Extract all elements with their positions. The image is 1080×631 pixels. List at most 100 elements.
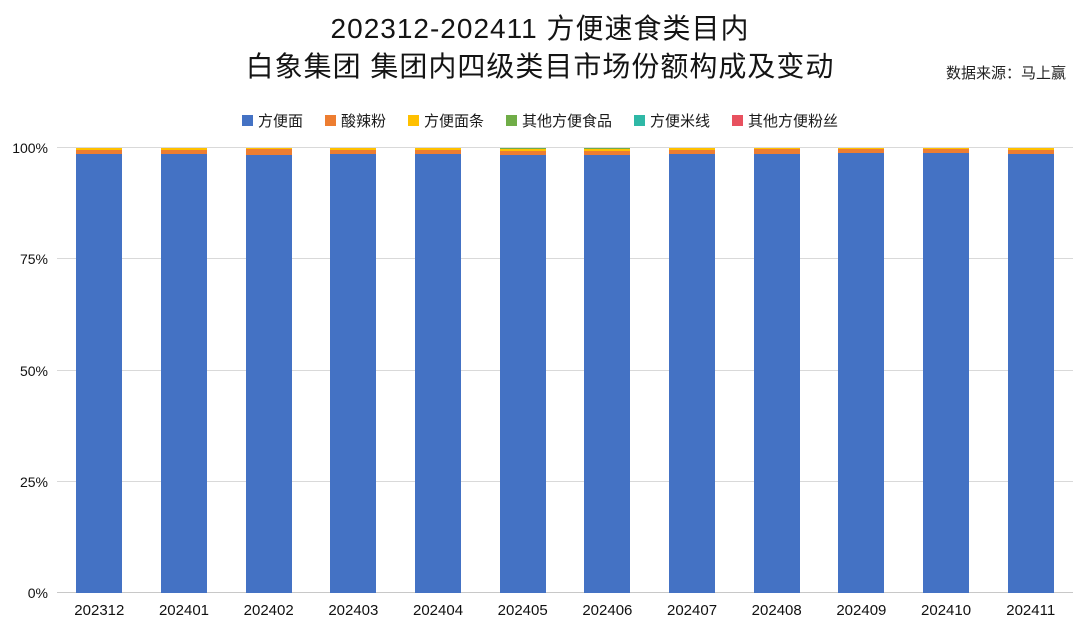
x-label-202410: 202410 (921, 602, 972, 619)
bar-segment-202406-方便面 (584, 155, 631, 593)
legend-item-2: 方便面条 (407, 110, 484, 131)
bar-slot-202407 (650, 148, 735, 593)
data-source-note: 数据来源：马上赢 (945, 65, 1066, 82)
gridline-0 (57, 592, 1073, 593)
bar-segment-202408-方便面 (753, 153, 800, 593)
bar-slot-202409 (819, 148, 904, 593)
bar-slot-202312 (57, 148, 142, 593)
bar-202410 (923, 148, 970, 593)
x-label-202406: 202406 (582, 602, 633, 619)
bar-segment-202406-酸辣粉 (584, 151, 631, 156)
y-tick-75: 75% (19, 251, 48, 268)
bar-slot-202410 (904, 148, 989, 593)
bar-segment-202312-方便面条 (76, 148, 123, 150)
bar-segment-202411-酸辣粉 (1007, 149, 1054, 154)
bar-slot-202402 (226, 148, 311, 593)
legend-swatch-icon (634, 115, 646, 126)
bar-segment-202409-方便面 (838, 153, 885, 593)
bar-segment-202312-酸辣粉 (76, 149, 123, 154)
bar-segment-202408-方便面条 (753, 148, 800, 150)
x-label-202407: 202407 (667, 602, 718, 619)
bars-container (57, 148, 1073, 593)
bar-segment-202402-方便面条 (245, 148, 292, 150)
legend-swatch-icon (506, 115, 517, 126)
legend-label: 酸辣粉 (340, 113, 386, 130)
bar-202404 (415, 148, 462, 593)
bar-segment-202405-其他方便食品 (499, 148, 546, 149)
legend-swatch-icon (241, 115, 253, 126)
bar-segment-202410-酸辣粉 (923, 149, 970, 153)
y-tick-50: 50% (19, 362, 48, 379)
bar-segment-202409-酸辣粉 (838, 149, 885, 154)
chart-title-line1: 202312-202411 方便速食类目内 (330, 13, 750, 44)
bar-202406 (584, 148, 631, 593)
bar-segment-202406-其他方便食品 (584, 148, 631, 150)
bar-segment-202410-方便面条 (923, 148, 970, 150)
bar-segment-202402-酸辣粉 (245, 149, 292, 155)
legend-label: 其他方便粉丝 (748, 113, 839, 130)
bar-202409 (838, 148, 885, 593)
chart-title-line2: 白象集团 集团内四级类目市场份额构成及变动 (245, 51, 835, 82)
bar-segment-202312-方便面 (76, 153, 123, 593)
gridline-75 (57, 258, 1073, 260)
bar-segment-202411-方便面 (1007, 153, 1054, 593)
bar-202403 (330, 148, 377, 593)
legend-swatch-icon (407, 115, 419, 126)
bar-segment-202403-酸辣粉 (330, 149, 377, 155)
bar-202401 (161, 148, 207, 593)
bar-slot-202405 (480, 148, 565, 593)
bar-segment-202407-方便面 (669, 153, 716, 593)
x-label-202404: 202404 (412, 602, 464, 619)
bar-slot-202404 (396, 148, 481, 593)
bar-slot-202401 (142, 148, 227, 593)
bar-segment-202403-方便面条 (330, 148, 377, 150)
legend-item-4: 方便米线 (634, 110, 710, 131)
bar-segment-202411-方便面条 (1007, 148, 1054, 150)
gridline-50 (57, 369, 1073, 371)
y-tick-0: 0% (27, 585, 48, 601)
bar-segment-202409-方便面条 (838, 148, 885, 150)
x-label-202312: 202312 (74, 602, 125, 619)
x-label-202411: 202411 (1006, 602, 1056, 619)
legend-label: 其他方便食品 (522, 113, 613, 130)
x-axis-labels: 202312 202401 202402 202403 202404 202405 2024… (57, 602, 1073, 619)
bar-segment-202404-方便面条 (415, 148, 462, 150)
legend-item-0: 方便面 (241, 110, 303, 131)
bar-slot-202403 (311, 148, 396, 593)
bar-segment-202403-方便面 (330, 154, 377, 593)
bar-202405 (499, 148, 546, 593)
chart-title: 202312-202411 方便速食类目内 白象集团 集团内四级类目市场份额构成… (0, 10, 1080, 86)
x-label-202408: 202408 (751, 602, 802, 619)
legend-item-1: 酸辣粉 (324, 110, 386, 131)
bar-slot-202411 (988, 148, 1073, 593)
legend-swatch-icon (732, 115, 744, 126)
bar-segment-202401-方便面 (161, 153, 207, 593)
bar-segment-202402-方便面 (245, 154, 292, 593)
bar-segment-202407-方便面条 (669, 148, 716, 150)
bar-202402 (245, 148, 292, 593)
x-label-202401: 202401 (158, 602, 210, 619)
bar-slot-202406 (565, 148, 650, 593)
legend-item-3: 其他方便食品 (506, 110, 612, 131)
bar-202408 (753, 148, 800, 593)
bar-segment-202404-方便面 (415, 153, 462, 593)
chart-legend: 方便面 酸辣粉 方便面条 其他方便食品 方便米线 其他方便粉丝 (0, 110, 1080, 131)
stacked-bar-chart: 0% 25% 50% 75% 100% 202312 202401 202402 202403… (0, 140, 1080, 631)
y-tick-100: 100% (12, 140, 48, 156)
x-label-202403: 202403 (328, 602, 379, 619)
legend-label: 方便面 (257, 113, 303, 130)
gridline-25 (57, 480, 1073, 482)
plot-area: 0% 25% 50% 75% 100% (12, 140, 1073, 601)
bar-202312 (76, 148, 123, 593)
bar-segment-202405-方便面条 (499, 148, 546, 151)
bar-segment-202404-酸辣粉 (415, 149, 462, 154)
bar-segment-202401-酸辣粉 (161, 149, 207, 154)
bar-segment-202408-酸辣粉 (753, 149, 800, 154)
legend-item-5: 其他方便粉丝 (732, 110, 838, 131)
legend-swatch-icon (324, 115, 336, 126)
x-label-202402: 202402 (243, 602, 294, 619)
bar-202407 (669, 148, 716, 593)
legend-label: 方便面条 (423, 113, 484, 130)
bar-segment-202401-方便面条 (161, 148, 207, 150)
